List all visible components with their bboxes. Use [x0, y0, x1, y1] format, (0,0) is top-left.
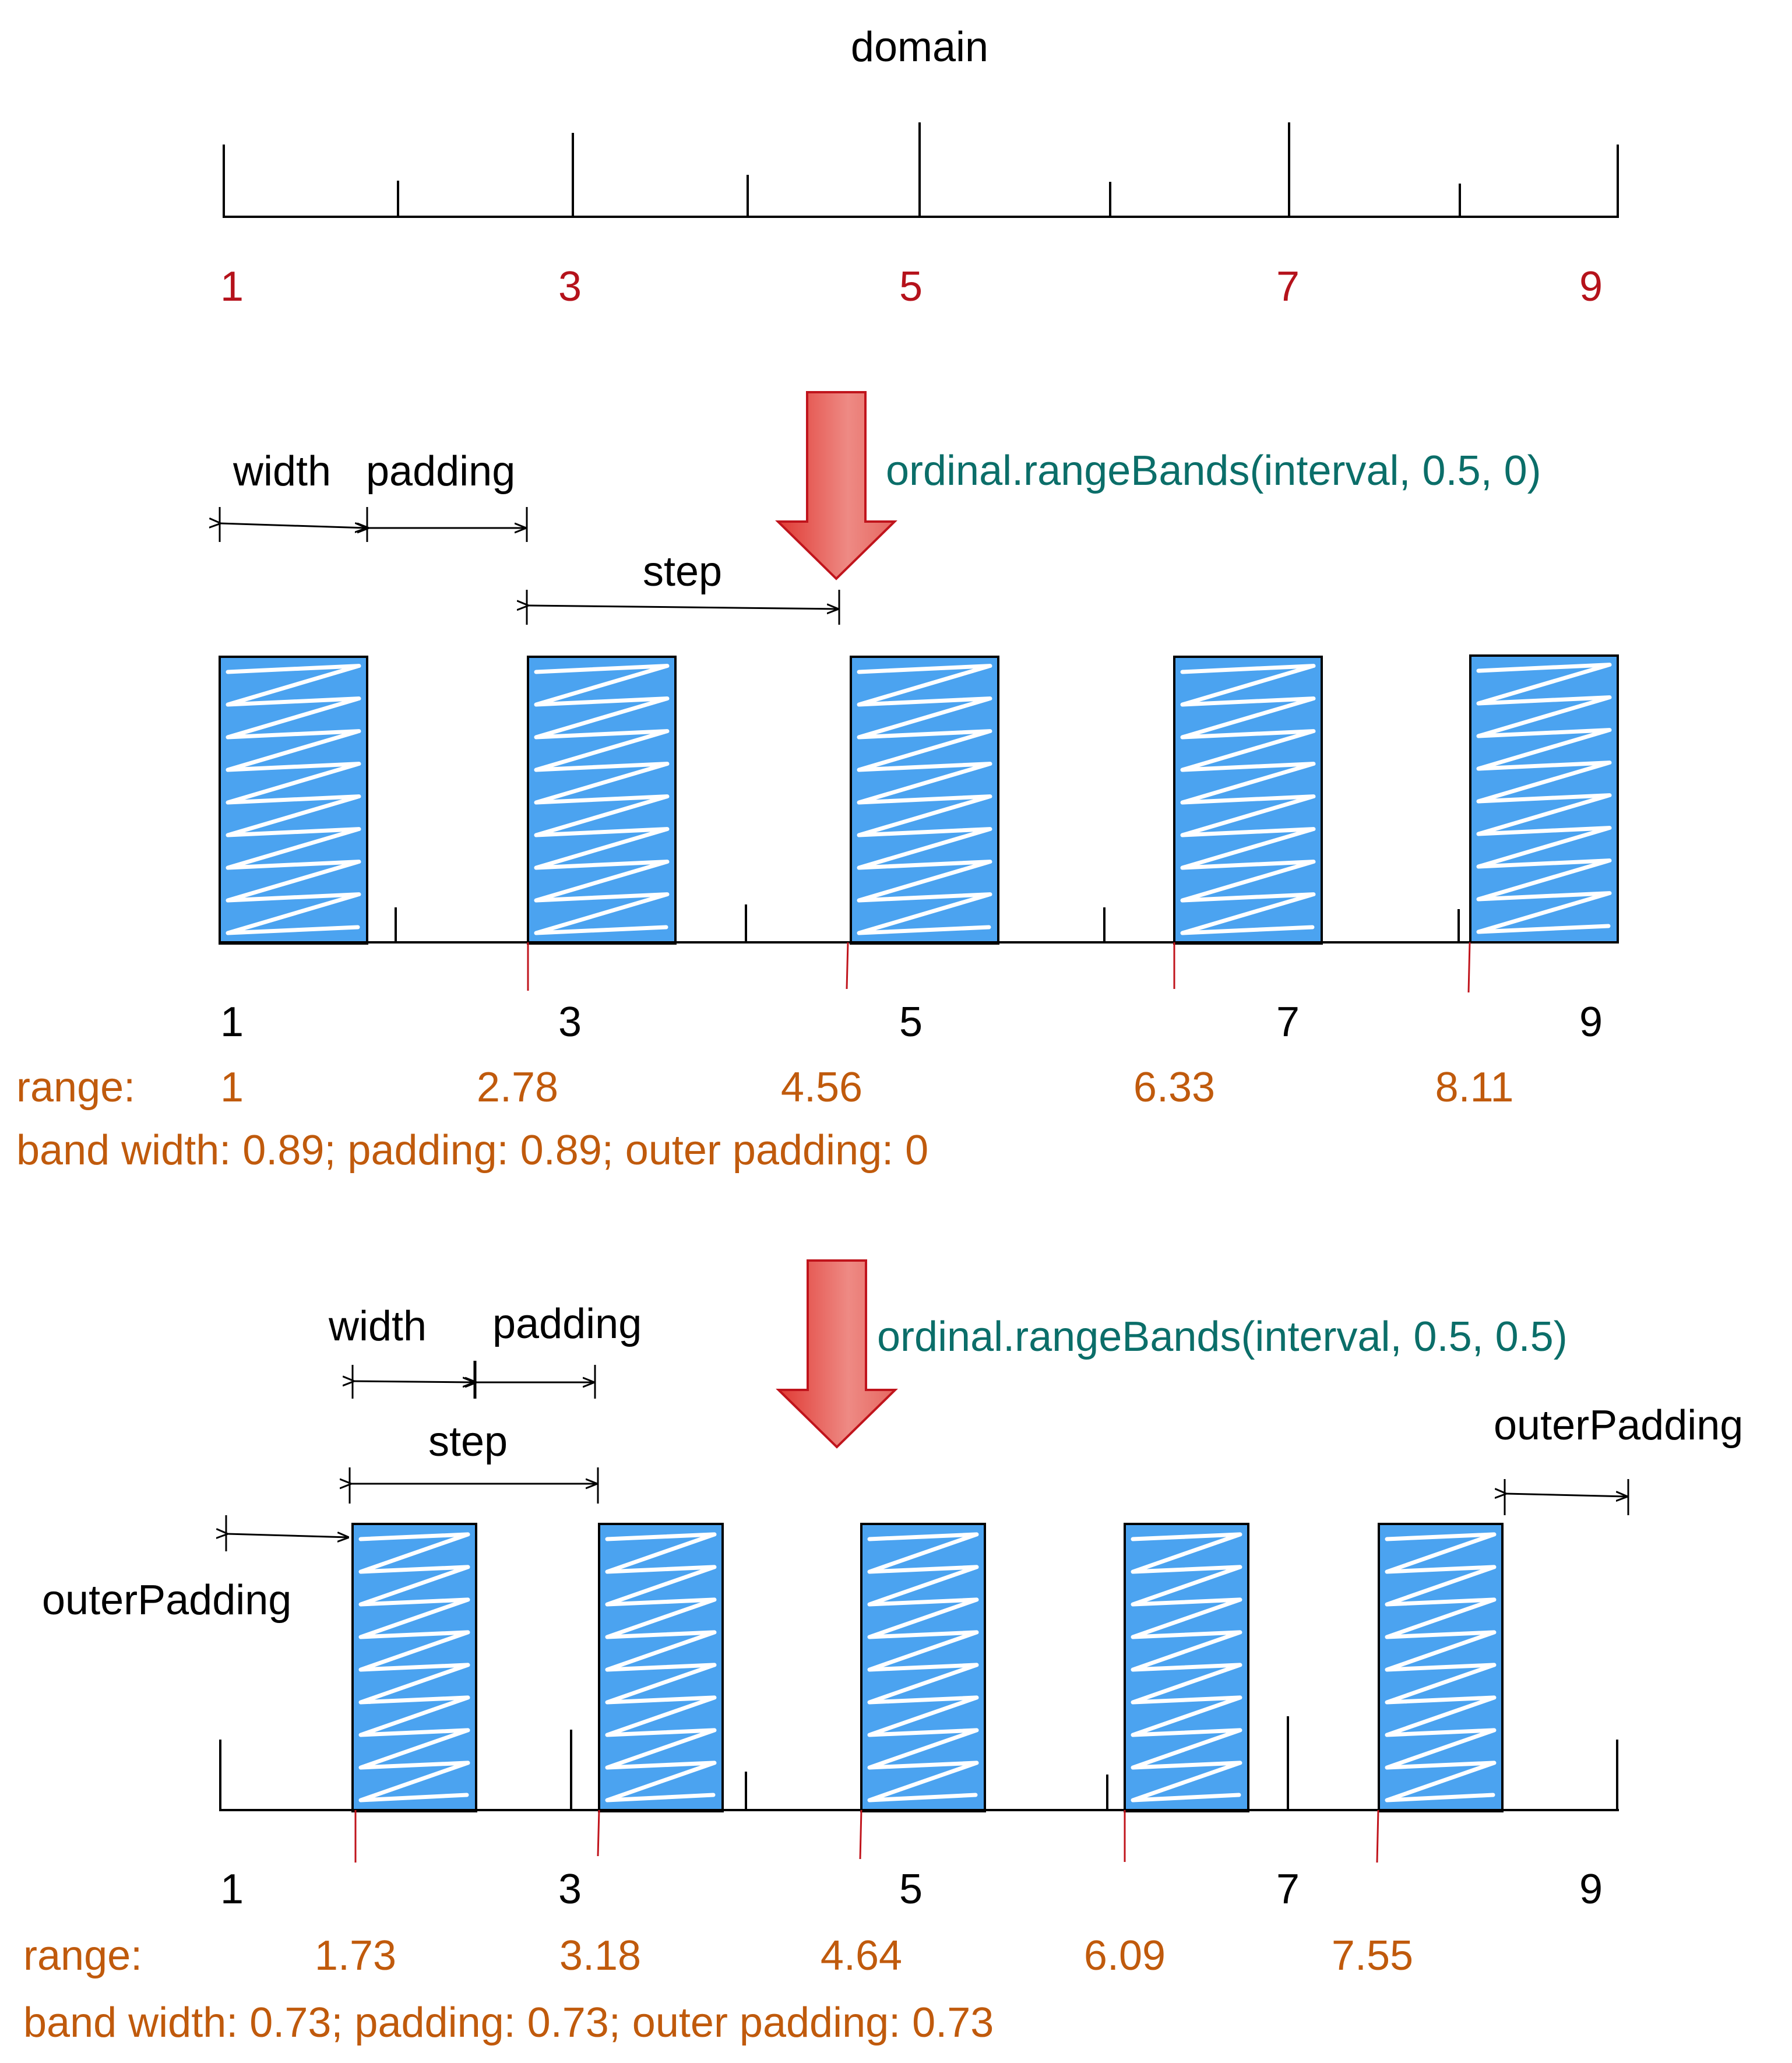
- range-value: 8.11: [1435, 1064, 1514, 1111]
- section2-range-values: range: 1.73 3.18 4.64 6.09 7.55: [23, 1932, 1413, 1979]
- range-label: range:: [23, 1932, 142, 1979]
- range-markers: [354, 1809, 1379, 1863]
- domain-number: 9: [1579, 263, 1603, 310]
- band-rect: [351, 1523, 477, 1812]
- padding-label: padding: [492, 1301, 642, 1347]
- range-value: 7.55: [1332, 1932, 1413, 1979]
- band-rect: [1173, 656, 1323, 945]
- range-value: 1: [220, 1064, 244, 1111]
- band-rect: [598, 1523, 724, 1812]
- section-rangebands-2: ordinal.rangeBands(interval, 0.5, 0.5) w…: [23, 1259, 1743, 2046]
- axis-number: 1: [220, 999, 244, 1045]
- range-value: 2.78: [477, 1064, 558, 1111]
- padding-label: padding: [366, 448, 515, 495]
- width-dimension-arrow: [354, 1381, 474, 1382]
- band-rect: [850, 656, 999, 945]
- dimension-lines: [226, 1361, 1629, 1551]
- section-rangebands-1: ordinal.rangeBands(interval, 0.5, 0) wid…: [16, 391, 1619, 1174]
- outer-padding-right-label: outerPadding: [1494, 1402, 1743, 1449]
- section1-axis-numbers: 1 3 5 7 9: [220, 999, 1603, 1045]
- range-value: 6.09: [1084, 1932, 1166, 1979]
- band-rect: [219, 656, 368, 945]
- range-value: 1.73: [315, 1932, 396, 1979]
- domain-axis: [223, 122, 1619, 218]
- step-dimension-arrow: [528, 605, 838, 609]
- width-label: width: [233, 448, 331, 495]
- summary-text: band width: 0.89; padding: 0.89; outer p…: [16, 1127, 928, 1174]
- section2-axis: [219, 1716, 1619, 1811]
- axis-number: 7: [1276, 1866, 1300, 1913]
- width-dimension-arrow: [220, 523, 366, 528]
- range-label: range:: [16, 1064, 135, 1111]
- domain-title: domain: [851, 24, 988, 71]
- band-rect: [1378, 1523, 1504, 1812]
- width-label: width: [328, 1303, 427, 1350]
- axis-number: 3: [558, 999, 582, 1045]
- range-value: 4.56: [781, 1064, 862, 1111]
- bands: [219, 654, 1619, 945]
- range-value: 4.64: [821, 1932, 902, 1979]
- axis-number: 7: [1276, 999, 1300, 1045]
- step-label: step: [428, 1418, 508, 1465]
- domain-number: 1: [220, 263, 244, 310]
- axis-number: 1: [220, 1866, 244, 1913]
- section1-axis: [219, 904, 1618, 944]
- dimension-lines: [220, 507, 840, 625]
- domain-section: domain 1 3 5 7 9: [220, 24, 1619, 310]
- bands: [351, 1523, 1504, 1812]
- band-rect: [860, 1523, 986, 1812]
- band-rect: [1469, 654, 1619, 944]
- transform-arrow-icon: [775, 391, 897, 580]
- outer-padding-left-arrow: [227, 1534, 348, 1537]
- axis-number: 9: [1579, 1866, 1603, 1913]
- step-label: step: [643, 548, 722, 595]
- axis-number: 9: [1579, 999, 1603, 1045]
- outer-padding-right-arrow: [1506, 1494, 1627, 1497]
- axis-number: 3: [558, 1866, 582, 1913]
- transform-arrow-icon: [776, 1259, 898, 1449]
- axis-number: 5: [899, 999, 923, 1045]
- domain-number: 5: [899, 263, 923, 310]
- summary-text: band width: 0.73; padding: 0.73; outer p…: [23, 1999, 994, 2046]
- domain-number: 3: [558, 263, 582, 310]
- domain-number: 7: [1276, 263, 1300, 310]
- section2-axis-numbers: 1 3 5 7 9: [220, 1866, 1603, 1913]
- range-value: 6.33: [1133, 1064, 1215, 1111]
- code-label: ordinal.rangeBands(interval, 0.5, 0.5): [877, 1314, 1568, 1360]
- code-label: ordinal.rangeBands(interval, 0.5, 0): [886, 448, 1541, 494]
- outer-padding-left-label: outerPadding: [42, 1577, 291, 1624]
- axis-number: 5: [899, 1866, 923, 1913]
- range-value: 3.18: [559, 1932, 641, 1979]
- section1-range-values: range: 1 2.78 4.56 6.33 8.11: [16, 1064, 1513, 1111]
- domain-numbers: 1 3 5 7 9: [220, 263, 1603, 310]
- band-rect: [527, 656, 677, 945]
- range-markers: [527, 942, 1471, 993]
- band-rect: [1124, 1523, 1249, 1812]
